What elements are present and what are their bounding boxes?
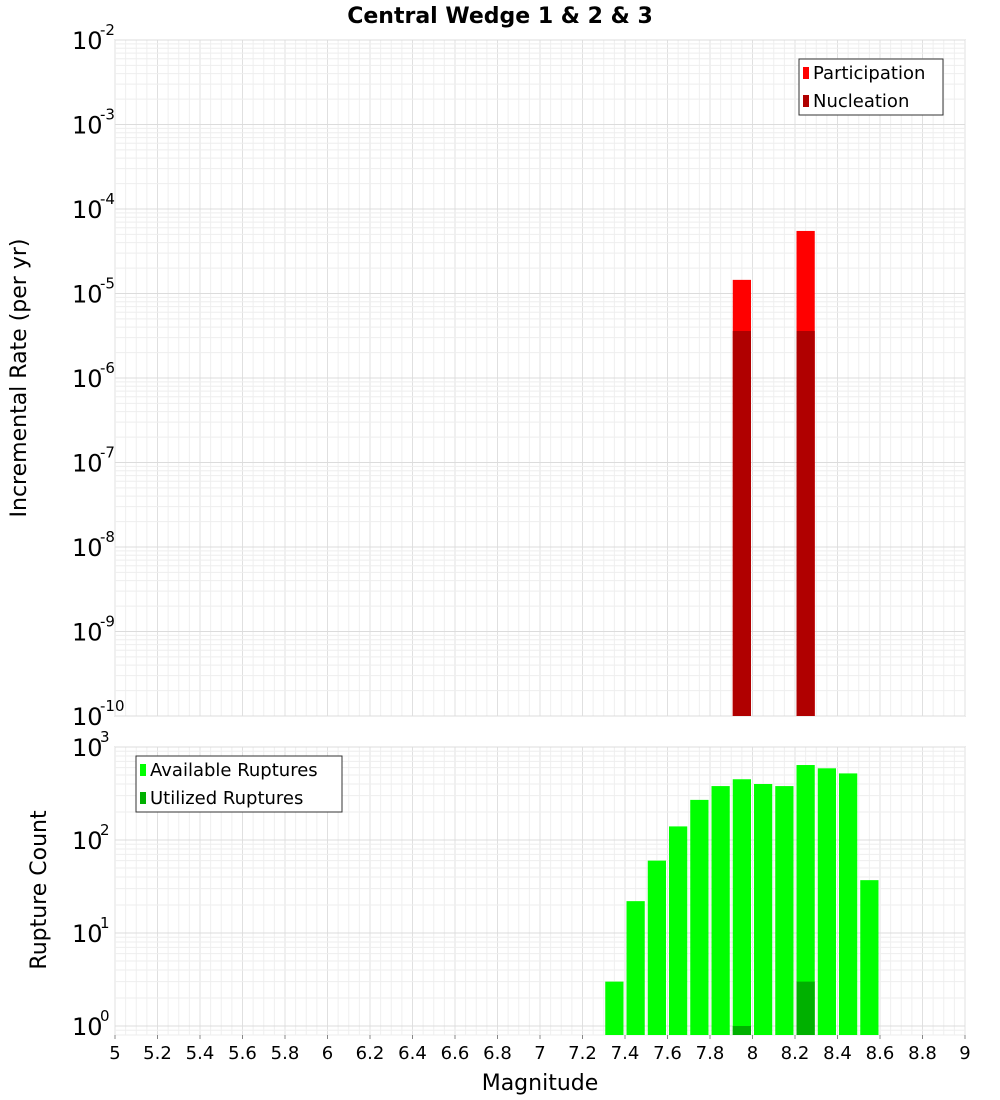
bottom-bar-available-ruptures (626, 901, 645, 1035)
bottom-legend-swatch (140, 792, 146, 804)
bottom-legend-label: Utilized Ruptures (150, 788, 303, 809)
top-y-tick-base: 10 (72, 281, 103, 309)
chart-title: Central Wedge 1 & 2 & 3 (347, 4, 653, 29)
bottom-bar-available-ruptures (711, 786, 730, 1035)
bottom-bar-available-ruptures (860, 880, 879, 1035)
bottom-bar-available-ruptures (817, 768, 836, 1035)
bottom-bar-utilized-ruptures (732, 1025, 751, 1035)
x-tick-label: 5.8 (271, 1043, 300, 1064)
x-tick-label: 6.4 (398, 1043, 427, 1064)
top-y-tick-exp: -7 (100, 444, 115, 462)
x-tick-label: 6.2 (356, 1043, 385, 1064)
top-y-tick-base: 10 (72, 703, 103, 731)
top-y-tick-base: 10 (72, 450, 103, 478)
top-y-tick-base: 10 (72, 27, 103, 55)
top-y-tick-exp: -8 (100, 528, 115, 546)
top-y-tick-base: 10 (72, 196, 103, 224)
bottom-y-tick-label: 103 (72, 728, 110, 762)
top-y-tick-base: 10 (72, 534, 103, 562)
top-y-tick-base: 10 (72, 619, 103, 647)
bottom-bar-available-ruptures (796, 765, 815, 1035)
top-y-tick-exp: -5 (100, 275, 115, 293)
x-tick-label: 5.4 (186, 1043, 215, 1064)
top-y-tick-base: 10 (72, 112, 103, 140)
bottom-bar-available-ruptures (775, 786, 794, 1035)
bottom-y-axis-label: Rupture Count (27, 810, 52, 970)
top-panel: 10-1010-910-810-710-610-510-410-310-2Par… (72, 21, 966, 731)
top-legend-swatch (803, 95, 809, 107)
top-legend-label: Nucleation (813, 91, 909, 112)
x-tick-label: 9 (959, 1043, 970, 1064)
top-legend-swatch (803, 67, 809, 79)
x-tick-label: 7.4 (611, 1043, 640, 1064)
bottom-y-tick-exp: 0 (100, 1007, 110, 1025)
top-y-tick-label: 10-9 (72, 613, 115, 647)
bottom-y-tick-exp: 3 (100, 728, 110, 746)
top-y-tick-label: 10-2 (72, 21, 115, 55)
top-y-tick-label: 10-5 (72, 275, 115, 309)
top-y-tick-label: 10-3 (72, 106, 115, 140)
x-tick-label: 7.8 (696, 1043, 725, 1064)
top-y-tick-label: 10-8 (72, 528, 115, 562)
bottom-y-tick-base: 10 (72, 734, 103, 762)
bottom-legend-label: Available Ruptures (150, 760, 318, 781)
top-y-tick-exp: -6 (100, 359, 115, 377)
top-y-tick-label: 10-4 (72, 190, 115, 224)
top-y-tick-exp: -10 (100, 697, 125, 715)
bottom-bar-available-ruptures (754, 784, 773, 1035)
x-tick-label: 6.6 (441, 1043, 470, 1064)
top-legend-box (798, 58, 944, 116)
bottom-legend-swatch (140, 764, 146, 776)
top-y-axis-label: Incremental Rate (per yr) (7, 239, 32, 518)
x-tick-label: 5 (109, 1043, 120, 1064)
bottom-y-tick-label: 101 (72, 914, 110, 948)
bottom-y-tick-label: 100 (72, 1007, 110, 1041)
top-y-tick-exp: -2 (100, 21, 115, 39)
top-y-tick-base: 10 (72, 365, 103, 393)
x-tick-label: 5.2 (143, 1043, 172, 1064)
top-y-tick-label: 10-7 (72, 444, 115, 478)
top-y-tick-exp: -9 (100, 613, 115, 631)
x-tick-label: 8.4 (823, 1043, 852, 1064)
bottom-legend-box (135, 755, 343, 813)
bottom-legend: Available Ruptures Utilized Ruptures (135, 755, 343, 813)
top-bar-nucleation (732, 330, 751, 716)
bottom-y-tick-exp: 2 (100, 821, 110, 839)
bottom-y-tick-base: 10 (72, 1013, 103, 1041)
x-tick-label: 7.6 (653, 1043, 682, 1064)
bottom-y-tick-label: 102 (72, 821, 110, 855)
bottom-bar-available-ruptures (605, 981, 624, 1035)
x-tick-label: 8.6 (866, 1043, 895, 1064)
x-tick-label: 8 (747, 1043, 758, 1064)
bottom-bar-available-ruptures (690, 799, 709, 1035)
top-legend: Participation Nucleation (798, 58, 944, 116)
top-bar-nucleation (796, 330, 815, 716)
x-axis-label: Magnitude (482, 1071, 599, 1096)
bottom-bar-available-ruptures (647, 860, 666, 1035)
bottom-bar-available-ruptures (669, 826, 688, 1035)
top-y-tick-exp: -4 (100, 190, 115, 208)
top-y-tick-exp: -3 (100, 106, 115, 124)
bottom-y-tick-base: 10 (72, 827, 103, 855)
x-tick-label: 7 (534, 1043, 545, 1064)
x-tick-label: 6 (322, 1043, 333, 1064)
bottom-y-tick-base: 10 (72, 920, 103, 948)
top-y-tick-label: 10-6 (72, 359, 115, 393)
x-tick-label: 8.8 (908, 1043, 937, 1064)
bottom-bar-available-ruptures (732, 779, 751, 1035)
x-tick-label: 8.2 (781, 1043, 810, 1064)
top-legend-label: Participation (813, 63, 925, 84)
top-y-tick-label: 10-10 (72, 697, 125, 731)
bottom-bar-utilized-ruptures (796, 981, 815, 1035)
x-tick-label: 7.2 (568, 1043, 597, 1064)
bottom-bar-available-ruptures (839, 773, 858, 1035)
x-tick-label: 6.8 (483, 1043, 512, 1064)
x-tick-label: 5.6 (228, 1043, 257, 1064)
bottom-y-tick-exp: 1 (100, 914, 110, 932)
